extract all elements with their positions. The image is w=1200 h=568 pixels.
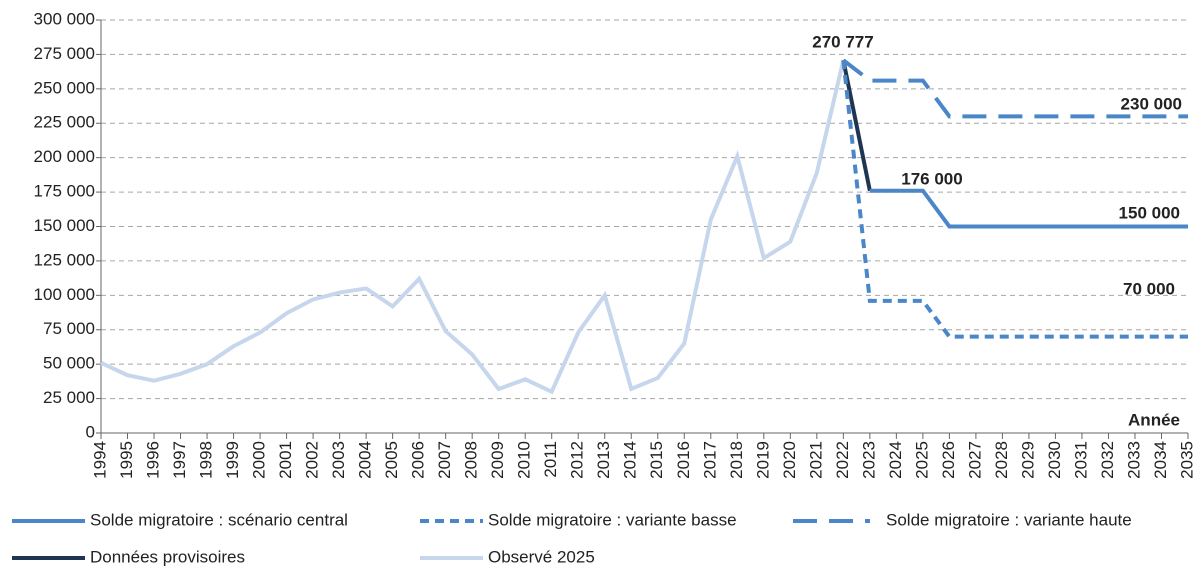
x-tick-label: 2009	[488, 441, 507, 479]
x-tick-label: 2001	[276, 441, 295, 479]
annotation: 70 000	[1123, 279, 1175, 298]
series-line	[841, 60, 1188, 339]
legend-label: Données provisoires	[90, 547, 245, 566]
series-line	[842, 58, 1188, 119]
x-tick-label: 2010	[515, 441, 534, 479]
x-tick-label: 2033	[1124, 441, 1143, 479]
x-tick-label: 2008	[462, 441, 481, 479]
x-tick-label: 2019	[753, 441, 772, 479]
x-tick-label: 2005	[382, 441, 401, 479]
x-tick-label: 2031	[1071, 441, 1090, 479]
y-tick-label: 300 000	[34, 9, 95, 28]
y-tick-label: 250 000	[34, 78, 95, 97]
y-tick-label: 25 000	[43, 388, 95, 407]
x-tick-label: 2015	[647, 441, 666, 479]
x-tick-label: 2023	[859, 441, 878, 479]
x-tick-label: 2017	[700, 441, 719, 479]
series-line	[869, 188, 1188, 229]
y-tick-label: 175 000	[34, 182, 95, 201]
x-axis-label: Année	[1128, 410, 1180, 429]
x-tick-label: 1999	[223, 441, 242, 479]
x-tick-label: 2020	[780, 441, 799, 479]
x-tick-label: 2022	[833, 441, 852, 479]
legend-label: Solde migratoire : variante haute	[886, 510, 1132, 529]
x-tick-label: 2003	[329, 441, 348, 479]
x-tick-label: 2025	[912, 441, 931, 479]
x-tick-label: 2013	[594, 441, 613, 479]
y-tick-label: 0	[86, 422, 95, 441]
y-tick-label: 275 000	[34, 44, 95, 63]
x-tick-label: 2030	[1045, 441, 1064, 479]
annotation: 270 777	[812, 32, 873, 51]
x-tick-label: 1996	[144, 441, 163, 479]
x-tick-label: 2002	[303, 441, 322, 479]
x-tick-label: 2004	[356, 441, 375, 479]
x-tick-label: 2007	[435, 441, 454, 479]
x-tick-label: 2006	[409, 441, 428, 479]
x-tick-label: 2028	[992, 441, 1011, 479]
annotation: 176 000	[901, 169, 962, 188]
y-tick-label: 50 000	[43, 354, 95, 373]
x-tick-label: 1998	[197, 441, 216, 479]
series-line	[100, 59, 846, 395]
legend-label: Observé 2025	[488, 547, 595, 566]
y-tick-label: 150 000	[34, 216, 95, 235]
x-tick-label: 2026	[939, 441, 958, 479]
x-tick-label: 2035	[1177, 441, 1196, 479]
legend-label: Solde migratoire : variante basse	[488, 510, 737, 529]
y-tick-label: 100 000	[34, 285, 95, 304]
y-tick-label: 75 000	[43, 319, 95, 338]
legend-label: Solde migratoire : scénario central	[90, 510, 348, 529]
x-tick-label: 2012	[568, 441, 587, 479]
x-tick-label: 2011	[541, 441, 560, 478]
annotation: 230 000	[1121, 94, 1182, 113]
y-tick-label: 125 000	[34, 250, 95, 269]
x-tick-label: 1994	[90, 441, 109, 479]
x-tick-label: 2000	[250, 441, 269, 479]
y-tick-label: 225 000	[34, 113, 95, 132]
y-tick-label: 200 000	[34, 147, 95, 166]
x-tick-label: 2016	[674, 441, 693, 479]
x-tick-label: 1995	[117, 441, 136, 479]
x-tick-label: 2024	[886, 441, 905, 479]
x-tick-label: 1997	[170, 441, 189, 479]
x-tick-label: 2027	[965, 441, 984, 479]
series-line	[841, 59, 872, 192]
annotation: 150 000	[1119, 203, 1180, 222]
x-tick-label: 2018	[727, 441, 746, 479]
x-tick-label: 2032	[1098, 441, 1117, 479]
x-tick-label: 2029	[1018, 441, 1037, 479]
x-tick-label: 2021	[806, 441, 825, 479]
x-tick-label: 2014	[621, 441, 640, 479]
x-tick-label: 2034	[1151, 441, 1170, 479]
